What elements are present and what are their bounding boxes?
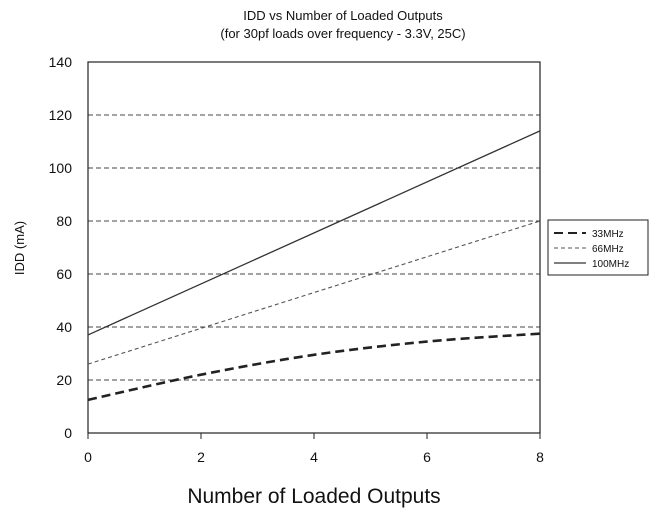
y-axis-label: IDD (mA)	[12, 221, 27, 275]
x-tick-label: 2	[197, 449, 205, 465]
plot-frame	[87, 61, 541, 434]
chart-subtitle: (for 30pf loads over frequency - 3.3V, 2…	[220, 26, 465, 41]
series-line-66mhz	[87, 220, 541, 365]
chart-title: IDD vs Number of Loaded Outputs	[243, 8, 443, 23]
x-axis-label: Number of Loaded Outputs	[187, 485, 440, 508]
y-tick-label: 0	[64, 425, 72, 441]
y-tick-label: 20	[56, 372, 72, 388]
legend-label: 33MHz	[592, 229, 624, 240]
series-line-33mhz	[87, 332, 541, 402]
y-tick-label: 80	[56, 213, 72, 229]
x-tick-label: 8	[536, 449, 544, 465]
y-tick-label: 120	[49, 107, 73, 123]
x-tick-label: 0	[84, 449, 92, 465]
y-tick-label: 140	[49, 54, 73, 70]
x-tick-label: 6	[423, 449, 431, 465]
series-line-100mhz	[87, 130, 541, 336]
y-tick-label: 60	[56, 266, 72, 282]
y-tick-label: 100	[49, 160, 73, 176]
legend: 33MHz 66MHz 100MHz	[547, 219, 649, 276]
x-tick-label: 4	[310, 449, 318, 465]
legend-label: 100MHz	[592, 259, 629, 270]
y-tick-label: 40	[56, 319, 72, 335]
legend-label: 66MHz	[592, 244, 624, 255]
